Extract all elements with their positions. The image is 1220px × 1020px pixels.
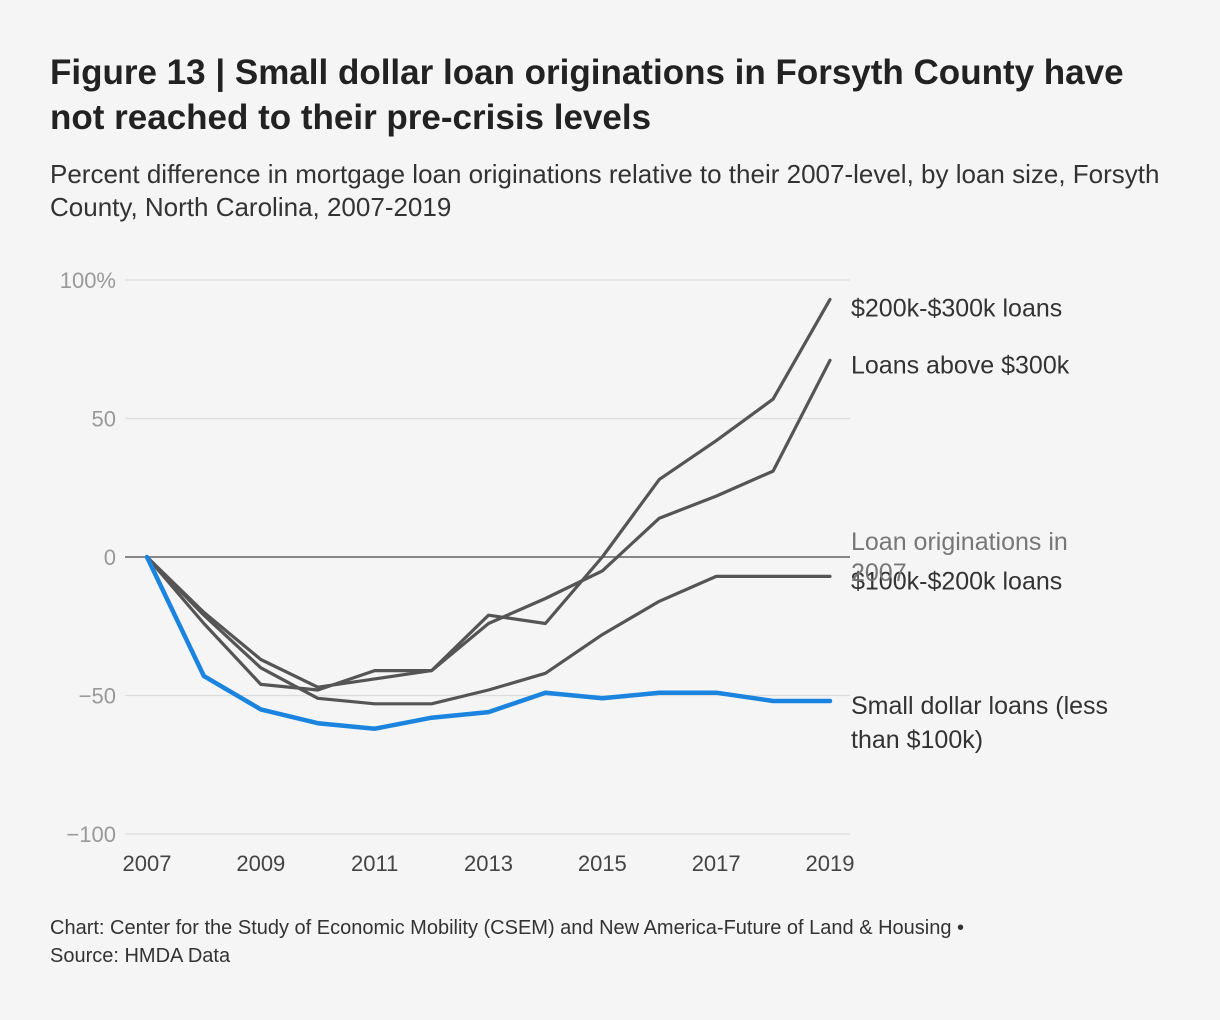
y-tick-label: 100% (60, 268, 116, 293)
series-line (144, 554, 833, 731)
series-label: than $100k) (851, 726, 983, 754)
x-tick-label: 2013 (464, 851, 513, 876)
line-chart: 100% 50 0 −50 −100 2007 2009 2011 2013 2015 2017 20… (60, 268, 1108, 876)
series-line (145, 297, 832, 689)
chart-footer: Chart: Center for the Study of Economic … (50, 914, 1190, 970)
x-tick-label: 2017 (692, 851, 741, 876)
y-tick-label: −50 (79, 684, 116, 709)
series-label: $100k-$200k loans (851, 567, 1062, 595)
x-tick-label: 2009 (236, 851, 285, 876)
footer-source: Source: HMDA Data (50, 945, 231, 967)
x-tick-label: 2019 (806, 851, 855, 876)
series-label: Small dollar loans (less (851, 692, 1108, 720)
y-tick-label: 0 (104, 545, 116, 570)
series-label: $200k-$300k loans (851, 294, 1062, 322)
footer-credit: Chart: Center for the Study of Economic … (50, 917, 965, 939)
x-tick-label: 2007 (123, 851, 172, 876)
y-tick-label: 50 (92, 407, 116, 432)
series-line (145, 555, 832, 706)
y-tick-label: −100 (66, 822, 116, 847)
x-tick-label: 2011 (351, 851, 398, 876)
chart-subtitle: Percent difference in mortgage loan orig… (50, 159, 1160, 222)
baseline-label: 2007 (851, 559, 907, 587)
x-tick-label: 2015 (578, 851, 627, 876)
chart-title: Figure 13 | Small dollar loan originatio… (50, 53, 1124, 137)
baseline-label: Loan originations in (851, 528, 1068, 556)
series-line (145, 358, 832, 692)
series-label: Loans above $300k (851, 351, 1070, 379)
